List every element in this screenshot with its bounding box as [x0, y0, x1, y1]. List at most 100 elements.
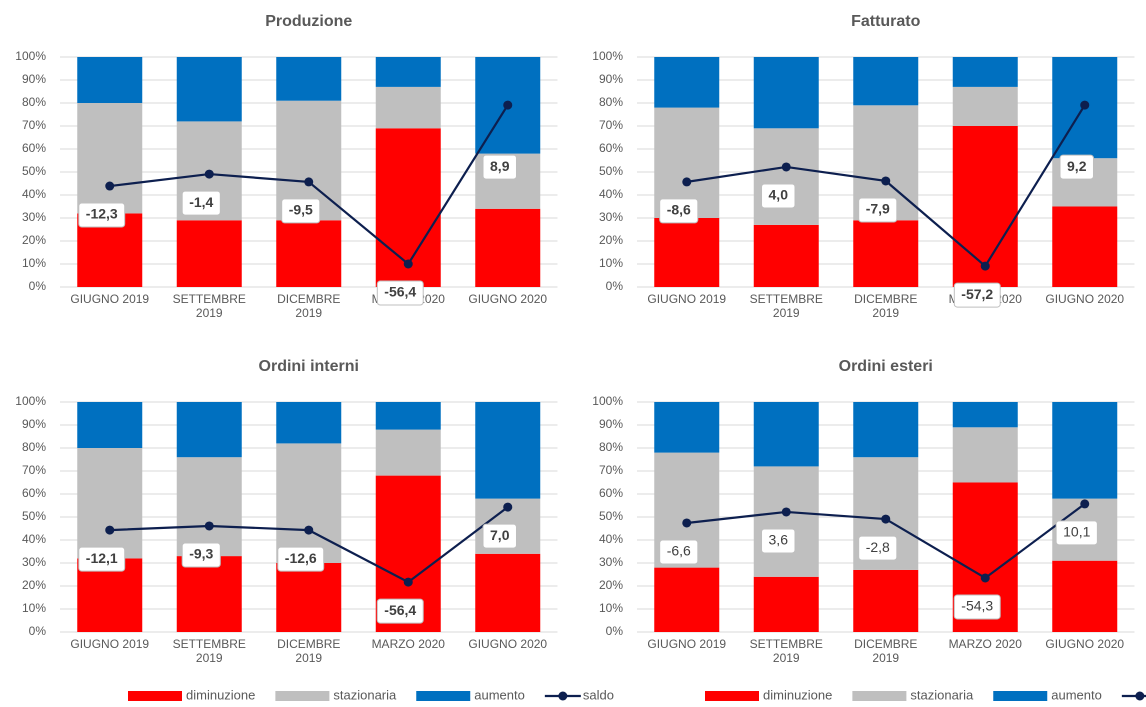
y-tick-label: 10% — [599, 256, 623, 270]
chart-panel: Ordini esteri 0% 10% 20% 30% 40% 50% 60% 70% 80% 9… — [592, 358, 1146, 702]
x-tick-text: DICEMBRE 2019 — [277, 292, 341, 320]
y-tick-label: 60% — [599, 486, 623, 500]
y-tick-label: 80% — [22, 95, 46, 109]
y-tick-label: 30% — [22, 555, 46, 569]
y-tick-label: 20% — [599, 233, 623, 247]
data-label: 10,1 — [1063, 524, 1090, 540]
bar-segment — [654, 402, 720, 453]
y-tick-label: 50% — [22, 164, 46, 178]
legend-swatch — [128, 691, 182, 701]
saldo-marker — [403, 577, 413, 587]
bar-segment — [853, 57, 919, 106]
saldo-marker — [781, 507, 791, 517]
x-tick-label: GIUGNO 2020 — [468, 292, 548, 306]
bar-segment — [276, 220, 342, 287]
y-tick-label: 0% — [29, 624, 47, 638]
x-tick-label: GIUGNO 2020 — [1045, 637, 1125, 651]
x-tick-text: GIUGNO 2020 — [1045, 637, 1125, 651]
bar-segment — [276, 443, 342, 563]
data-label-box — [482, 523, 517, 549]
data-label: 4,0 — [769, 187, 789, 203]
bar-segment — [176, 220, 242, 287]
bar-segment — [375, 429, 441, 476]
bar-segment — [1052, 402, 1118, 499]
x-tick-text: GIUGNO 2020 — [468, 637, 548, 651]
legend-label: stazionaria — [333, 687, 397, 702]
x-tick-label: DICEMBRE 2019 — [854, 292, 917, 320]
saldo-marker — [105, 181, 115, 191]
bar-segment — [753, 128, 819, 225]
data-label-box — [181, 542, 221, 568]
bar-segment — [952, 427, 1018, 483]
y-tick-label: 100% — [592, 394, 623, 408]
y-tick-label: 80% — [22, 440, 46, 454]
data-label-box — [953, 282, 1001, 308]
saldo-marker — [105, 525, 115, 535]
legend-swatch — [993, 691, 1048, 701]
x-tick-label: SETTEMBRE 2019 — [750, 637, 823, 665]
bar-segment — [176, 556, 242, 632]
bar-segment — [77, 402, 143, 448]
y-tick-label: 30% — [599, 210, 623, 224]
bar-segment — [753, 57, 819, 129]
data-label-box — [858, 535, 898, 561]
x-tick-text: GIUGNO 2020 — [468, 292, 548, 306]
x-tick-label: SETTEMBRE 2019 — [173, 292, 246, 320]
data-label: -6,6 — [667, 543, 691, 559]
y-tick-label: 0% — [606, 624, 624, 638]
data-label: 9,2 — [1067, 158, 1087, 174]
x-tick-text: GIUGNO 2019 — [647, 637, 727, 651]
y-tick-label: 30% — [599, 555, 623, 569]
data-label: -7,9 — [866, 201, 890, 217]
bar-segment — [1052, 206, 1118, 287]
x-tick-text: DICEMBRE 2019 — [277, 637, 341, 665]
data-label: -8,6 — [667, 202, 691, 218]
legend-label: saldo — [583, 687, 614, 702]
saldo-marker — [682, 518, 692, 528]
chart-title: Ordini esteri — [839, 358, 933, 375]
bar-segment — [375, 86, 441, 129]
data-label-box — [376, 280, 424, 306]
y-tick-label: 90% — [599, 72, 623, 86]
data-label-box — [78, 202, 126, 228]
data-label: -1,4 — [189, 194, 213, 210]
y-tick-label: 40% — [599, 532, 623, 546]
bar-segment — [654, 57, 720, 108]
y-tick-label: 100% — [15, 394, 46, 408]
x-tick-text: GIUGNO 2019 — [70, 292, 150, 306]
bar-segment — [475, 553, 541, 632]
legend-swatch — [705, 691, 759, 701]
legend-swatch — [852, 691, 907, 701]
bar-segment — [475, 402, 541, 499]
saldo-marker — [881, 514, 891, 524]
legend-label: diminuzione — [186, 687, 255, 702]
x-tick-label: GIUGNO 2019 — [70, 637, 149, 651]
data-label: 7,0 — [490, 527, 510, 543]
data-label: -9,3 — [189, 546, 213, 562]
x-tick-label: GIUGNO 2019 — [70, 292, 150, 306]
y-tick-label: 20% — [22, 578, 46, 592]
bar-segment — [853, 569, 919, 632]
saldo-marker — [304, 525, 314, 535]
legend-label: diminuzione — [763, 687, 832, 702]
bar-segment — [77, 103, 143, 214]
data-label: -9,5 — [289, 202, 313, 218]
data-label-box — [761, 528, 796, 554]
data-label: -12,3 — [86, 206, 118, 222]
y-tick-label: 40% — [22, 532, 46, 546]
bar-segment — [753, 466, 819, 577]
data-label: -2,8 — [866, 539, 890, 555]
chart-title: Ordini interni — [259, 358, 359, 375]
bar-segment — [853, 220, 919, 287]
bar-segment — [375, 57, 441, 87]
x-tick-label: GIUGNO 2019 — [647, 637, 727, 651]
x-tick-label: MARZO 2020 — [372, 637, 445, 651]
data-label: -56,4 — [384, 284, 416, 300]
y-tick-label: 90% — [22, 72, 46, 86]
data-label-box — [277, 546, 325, 572]
y-tick-label: 70% — [22, 463, 46, 477]
x-tick-label: GIUGNO 2020 — [1045, 292, 1124, 306]
legend-label: aumento — [474, 687, 525, 702]
bar-segment — [77, 448, 143, 559]
x-tick-label: SETTEMBRE 2019 — [173, 637, 246, 665]
